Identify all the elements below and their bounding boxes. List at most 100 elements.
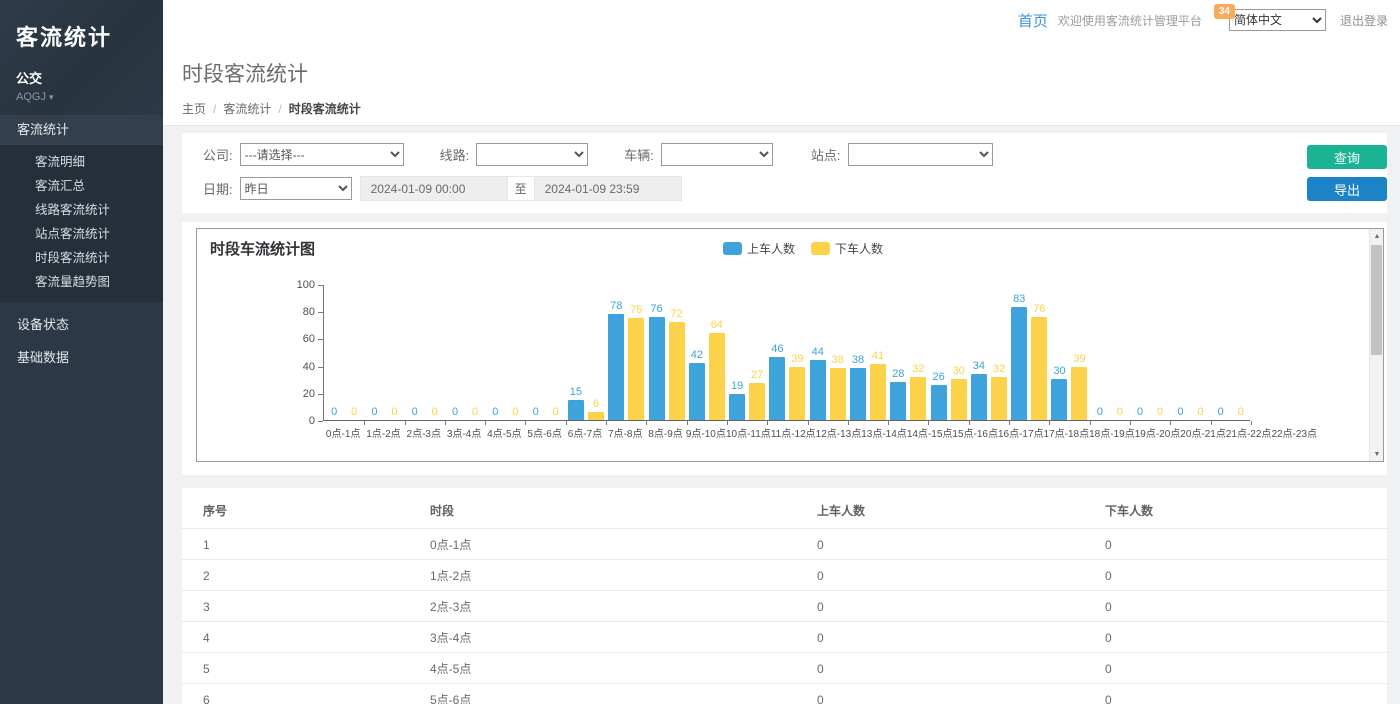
bar <box>628 318 644 420</box>
scrollbar-up-arrow-icon[interactable]: ▲ <box>1370 229 1384 243</box>
bar <box>890 382 906 420</box>
org-code-dropdown[interactable]: AQGJ ▾ <box>16 91 147 103</box>
date-from-input[interactable] <box>360 176 508 201</box>
breadcrumb-link[interactable]: 主页 <box>182 102 206 116</box>
bar-column: 76 <box>649 303 665 420</box>
bar-value-label: 0 <box>391 406 397 418</box>
table-cell: 0 <box>796 560 1084 591</box>
breadcrumb-link[interactable]: 客流统计 <box>223 102 271 116</box>
bar-group: 3432 <box>969 285 1009 420</box>
breadcrumb-separator: / <box>278 102 281 116</box>
bar-group: 00 <box>1130 285 1170 420</box>
bar-column: 76 <box>1031 303 1047 420</box>
date-to-input[interactable] <box>534 176 682 201</box>
date-label: 日期: <box>203 179 233 198</box>
bar-value-label: 0 <box>371 406 377 418</box>
bar-column: 15 <box>568 386 584 420</box>
scrollbar-thumb[interactable] <box>1371 245 1382 355</box>
bar-value-label: 39 <box>791 353 803 365</box>
legend-item[interactable]: 下车人数 <box>811 240 883 257</box>
line-select[interactable] <box>476 143 588 166</box>
bar-value-label: 0 <box>1157 406 1163 418</box>
sidebar-section-passenger-stats[interactable]: 客流统计 <box>0 115 163 145</box>
bar-value-label: 76 <box>1033 303 1045 315</box>
bar-group: 00 <box>405 285 445 420</box>
sidebar-subitem[interactable]: 线路客流统计 <box>0 198 163 222</box>
bar-value-label: 0 <box>553 406 559 418</box>
y-axis-tick-mark <box>318 421 323 422</box>
bar <box>850 368 866 420</box>
search-button[interactable]: 查询 <box>1307 145 1387 169</box>
bar-value-label: 30 <box>1053 365 1065 377</box>
legend-swatch <box>723 242 742 255</box>
table-cell: 5 <box>182 653 409 684</box>
bar-column: 0 <box>1192 406 1208 420</box>
bar <box>971 374 987 420</box>
sidebar-subitem[interactable]: 客流明细 <box>0 150 163 174</box>
bar <box>729 394 745 420</box>
bar-group: 00 <box>1211 285 1251 420</box>
table-cell: 0 <box>1084 591 1387 622</box>
bar-column: 38 <box>850 354 866 420</box>
x-axis-tick-label: 15点-16点 <box>952 425 998 440</box>
bar-value-label: 0 <box>533 406 539 418</box>
legend-item[interactable]: 上车人数 <box>723 240 795 257</box>
bar-group: 1927 <box>727 285 767 420</box>
table-row: 32点-3点00 <box>182 591 1387 622</box>
bar-value-label: 0 <box>1238 406 1244 418</box>
date-range-select[interactable]: 昨日 <box>240 177 352 200</box>
bar-group: 3039 <box>1049 285 1089 420</box>
page-header: 时段客流统计 主页/客流统计/时段客流统计 <box>163 40 1400 126</box>
bar <box>931 385 947 420</box>
sidebar-item-base-data[interactable]: 基础数据 <box>0 341 163 374</box>
bar-column: 0 <box>467 406 483 420</box>
y-axis-tick-label: 80 <box>281 306 315 318</box>
bar-value-label: 27 <box>751 369 763 381</box>
bar-value-label: 28 <box>892 368 904 380</box>
company-label: 公司: <box>203 145 233 164</box>
bar-group: 2832 <box>888 285 928 420</box>
sidebar-item-device-status[interactable]: 设备状态 <box>0 308 163 341</box>
table-row: 54点-5点00 <box>182 653 1387 684</box>
bar-value-label: 0 <box>1218 406 1224 418</box>
bar <box>649 317 665 420</box>
table-cell: 0 <box>1084 622 1387 653</box>
station-select[interactable] <box>848 143 993 166</box>
x-axis-tick-label: 10点-11点 <box>726 425 771 440</box>
bar-column: 83 <box>1011 293 1027 420</box>
vehicle-label: 车辆: <box>624 145 654 164</box>
bar <box>789 367 805 420</box>
sidebar-subitem[interactable]: 站点客流统计 <box>0 222 163 246</box>
bar-group: 156 <box>566 285 606 420</box>
legend-label: 下车人数 <box>835 240 883 257</box>
x-axis-tick-label: 14点-15点 <box>907 425 953 440</box>
x-axis-tick-label: 0点-1点 <box>323 425 363 440</box>
language-select[interactable]: 简体中文 <box>1229 9 1326 31</box>
bar-column: 0 <box>407 406 423 420</box>
bar-group: 00 <box>525 285 565 420</box>
bar-value-label: 0 <box>492 406 498 418</box>
bar-value-label: 0 <box>472 406 478 418</box>
table-cell: 0 <box>796 684 1084 704</box>
table-cell: 3 <box>182 591 409 622</box>
chart-container: 时段车流统计图 上车人数下车人数 00000000000015678757672… <box>196 228 1384 462</box>
company-select[interactable]: ---请选择--- <box>240 143 404 166</box>
bar-value-label: 0 <box>432 406 438 418</box>
y-axis-tick-mark <box>318 339 323 340</box>
home-link[interactable]: 首页 <box>1018 10 1048 31</box>
bar <box>830 368 846 420</box>
sidebar-subitem[interactable]: 客流量趋势图 <box>0 270 163 294</box>
bar-column: 0 <box>507 406 523 420</box>
chart-scrollbar[interactable]: ▲ ▼ <box>1369 229 1383 461</box>
x-axis-tick-label: 1点-2点 <box>363 425 403 440</box>
logout-link[interactable]: 退出登录 <box>1340 12 1388 29</box>
vehicle-select[interactable] <box>661 143 773 166</box>
table-row: 65点-6点00 <box>182 684 1387 704</box>
export-button[interactable]: 导出 <box>1307 177 1387 201</box>
bar-column: 0 <box>366 406 382 420</box>
sidebar-subitem[interactable]: 客流汇总 <box>0 174 163 198</box>
scrollbar-down-arrow-icon[interactable]: ▼ <box>1370 447 1384 461</box>
x-axis-tick-label: 13点-14点 <box>861 425 907 440</box>
y-axis-tick-label: 20 <box>281 388 315 400</box>
sidebar-subitem[interactable]: 时段客流统计 <box>0 246 163 270</box>
